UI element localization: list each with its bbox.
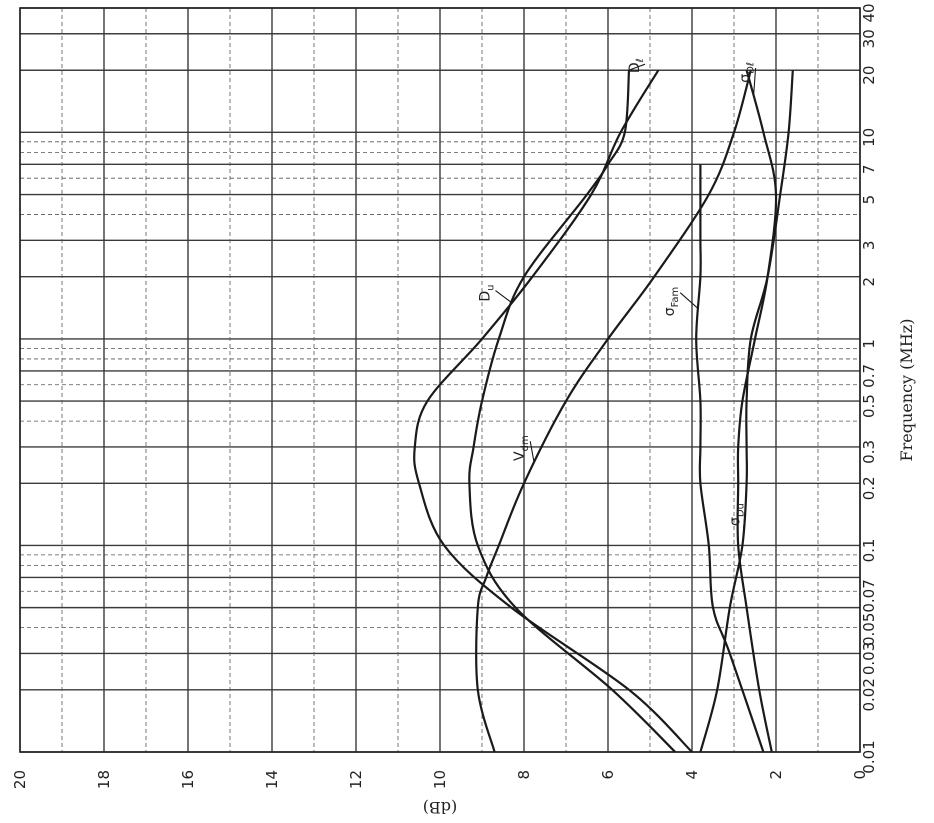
x-tick-label: 40: [860, 3, 878, 22]
series-line-σFam: [695, 164, 765, 753]
x-tick-label: 0.050.07: [860, 579, 878, 646]
y-tick-label: 10: [431, 770, 449, 789]
y-tick-label: 20: [11, 770, 29, 789]
series-label-leader: [753, 67, 757, 97]
series-label-Du: Du: [477, 285, 496, 302]
y-tick-label: 8: [515, 770, 533, 780]
y-tick-label: 16: [179, 770, 197, 789]
x-tick-label: 20: [860, 66, 878, 85]
x-tick-label: 0.03: [860, 642, 878, 675]
y-tick-labels: 0 2 4 6 8 10 12 14 16 18 20: [11, 770, 869, 789]
series-label-leader: [679, 292, 699, 310]
series-label-leader: [529, 441, 535, 464]
y-axis-title: (dB): [423, 798, 457, 817]
x-tick-label: 7: [860, 165, 878, 175]
x-axis-title: Frequency (MHz): [897, 319, 916, 462]
y-tick-label: 12: [347, 770, 365, 789]
x-tick-labels: 0.01 0.02 0.030.050.07 0.1 0.2 0.3 0.5 0.7 1 2 3 5 7…: [860, 3, 878, 773]
series-curves: [413, 69, 794, 753]
series-line-Vdm: [475, 69, 752, 753]
series-label-leader: [742, 509, 747, 530]
series-line-Du: [413, 69, 693, 753]
series-label-σFam: σFam: [662, 287, 681, 317]
x-tick-label: 0.7: [860, 364, 878, 388]
x-tick-label: 1: [860, 339, 878, 349]
series-line-σDl: [736, 69, 778, 753]
series-label-Vdm: Vdm: [512, 435, 531, 461]
x-tick-label: 2: [860, 277, 878, 287]
x-tick-label: 0.5: [860, 394, 878, 418]
y-tick-label: 6: [599, 770, 617, 780]
y-tick-label: 14: [263, 770, 281, 789]
y-tick-label: 18: [95, 770, 113, 789]
x-tick-label: 10: [860, 128, 878, 147]
series-labels: Du Dℓ Vdm σFam σDu σDℓ: [477, 58, 757, 530]
series-line-σDu: [699, 70, 794, 753]
series-label-σDu: σDu: [728, 503, 747, 526]
x-tick-label: 3: [860, 241, 878, 251]
grid: [19, 7, 861, 753]
series-label-Dl: Dℓ: [627, 58, 646, 73]
x-tick-label: 0.01: [860, 740, 878, 773]
x-tick-label: 0.2: [860, 476, 878, 500]
x-tick-label: 0.3: [860, 440, 878, 464]
series-line-Dl: [468, 70, 676, 753]
y-tick-label: 4: [683, 770, 701, 780]
y-tick-label: 2: [767, 770, 785, 780]
series-label-σDl: σDℓ: [738, 62, 757, 83]
plot-frame: [19, 7, 861, 753]
x-tick-label: 5: [860, 195, 878, 205]
series-label-leader: [495, 290, 512, 303]
series-label-leader: [628, 63, 646, 71]
y-tick-label: 0: [851, 770, 869, 780]
x-tick-label: 30: [860, 29, 878, 48]
x-tick-label: 0.1: [860, 539, 878, 563]
x-tick-label: 0.02: [860, 678, 878, 711]
